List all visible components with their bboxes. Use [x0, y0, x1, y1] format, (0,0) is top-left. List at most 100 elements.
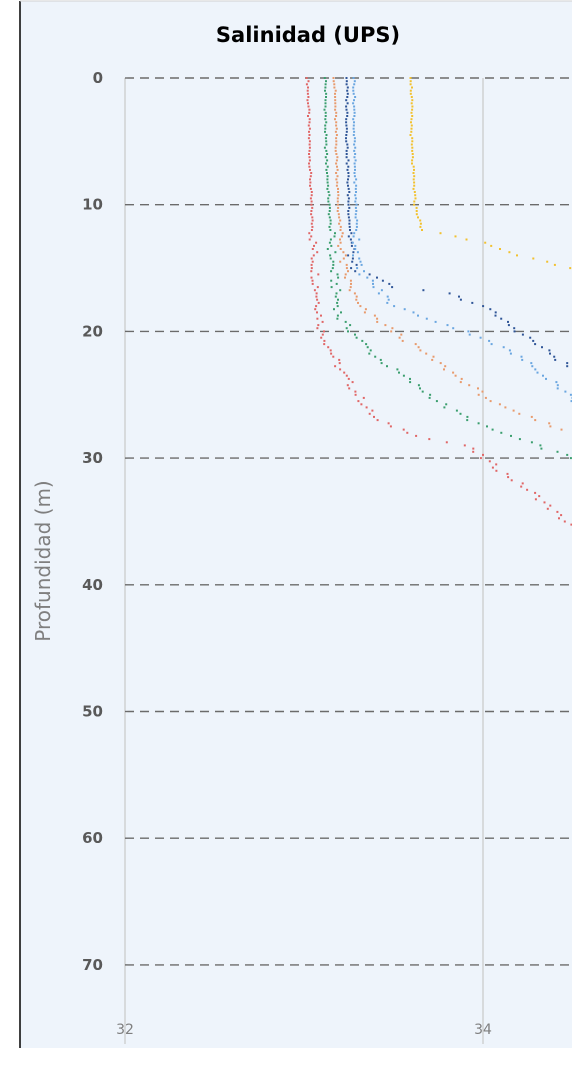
data-point: [419, 222, 422, 225]
y-tick-label: 60: [82, 829, 103, 847]
data-point: [311, 260, 314, 263]
data-point: [352, 92, 355, 95]
data-point: [315, 305, 318, 308]
data-point: [353, 172, 356, 174]
data-point: [359, 260, 362, 263]
data-point: [336, 165, 338, 168]
data-point: [309, 184, 311, 187]
y-tick-label: 50: [82, 703, 103, 721]
data-point: [411, 115, 414, 117]
data-point: [556, 384, 559, 387]
data-point: [335, 159, 338, 162]
data-point: [345, 134, 348, 136]
data-point: [326, 178, 329, 181]
data-point: [344, 320, 347, 323]
data-point: [553, 263, 556, 266]
data-point: [352, 77, 355, 79]
data-point: [351, 260, 354, 263]
data-point: [376, 317, 379, 320]
data-point: [310, 203, 313, 206]
data-point: [355, 263, 358, 266]
data-point: [316, 311, 318, 314]
data-point: [353, 115, 356, 117]
data-point: [368, 412, 371, 415]
data-point: [452, 327, 455, 330]
data-point: [325, 80, 327, 83]
data-point: [329, 219, 332, 222]
data-point: [325, 149, 328, 152]
data-point: [377, 292, 380, 295]
data-point: [414, 194, 417, 197]
data-point: [374, 355, 377, 358]
data-point: [490, 343, 493, 346]
data-point: [327, 197, 330, 200]
data-point: [412, 178, 415, 181]
data-point: [540, 447, 543, 450]
data-point: [353, 181, 356, 184]
data-point: [324, 130, 326, 133]
data-point: [548, 349, 551, 352]
data-point: [566, 362, 569, 365]
data-point: [532, 339, 535, 342]
data-point: [345, 108, 348, 111]
data-point: [498, 403, 501, 406]
data-point: [335, 134, 338, 136]
data-point: [389, 425, 392, 428]
data-point: [339, 229, 342, 231]
data-point: [346, 102, 349, 105]
data-point: [373, 415, 375, 418]
data-point: [347, 213, 350, 216]
data-point: [391, 327, 394, 330]
data-point: [411, 105, 414, 108]
data-point: [358, 273, 361, 276]
data-point: [354, 270, 357, 273]
data-point: [328, 203, 331, 206]
data-point: [355, 222, 358, 225]
data-point: [459, 412, 462, 415]
data-point: [410, 121, 412, 124]
data-point: [327, 213, 330, 216]
data-point: [346, 194, 349, 197]
data-point: [324, 127, 327, 130]
data-point: [339, 219, 342, 222]
data-point: [316, 251, 319, 254]
data-point: [347, 235, 350, 238]
data-point: [419, 387, 421, 390]
data-point: [310, 235, 313, 238]
data-point: [466, 415, 469, 418]
data-point: [345, 327, 348, 330]
y-tick-label: 70: [82, 956, 103, 974]
data-point: [342, 251, 345, 254]
data-point: [316, 286, 319, 289]
data-point: [454, 235, 457, 238]
data-point: [310, 191, 313, 193]
data-point: [446, 324, 449, 327]
data-point: [415, 206, 418, 209]
data-point: [336, 156, 339, 159]
y-tick-label: 20: [82, 322, 103, 340]
data-point: [353, 292, 356, 295]
data-point: [308, 130, 310, 133]
data-point: [432, 355, 435, 358]
data-point: [353, 111, 356, 114]
data-point: [376, 276, 378, 279]
data-point: [512, 409, 515, 412]
data-point: [410, 96, 413, 98]
data-point: [310, 257, 313, 260]
data-point: [325, 134, 328, 136]
data-point: [379, 358, 382, 361]
data-point: [346, 146, 349, 149]
data-point: [339, 289, 342, 292]
data-point: [345, 374, 348, 377]
data-point: [413, 191, 416, 193]
data-point: [350, 267, 353, 270]
data-point: [309, 175, 312, 178]
data-point: [310, 263, 313, 266]
data-point: [329, 254, 332, 257]
data-point: [324, 115, 327, 117]
data-point: [316, 317, 319, 320]
data-point: [502, 346, 505, 349]
data-point: [311, 282, 314, 285]
data-point: [355, 184, 358, 187]
data-point: [495, 463, 498, 466]
